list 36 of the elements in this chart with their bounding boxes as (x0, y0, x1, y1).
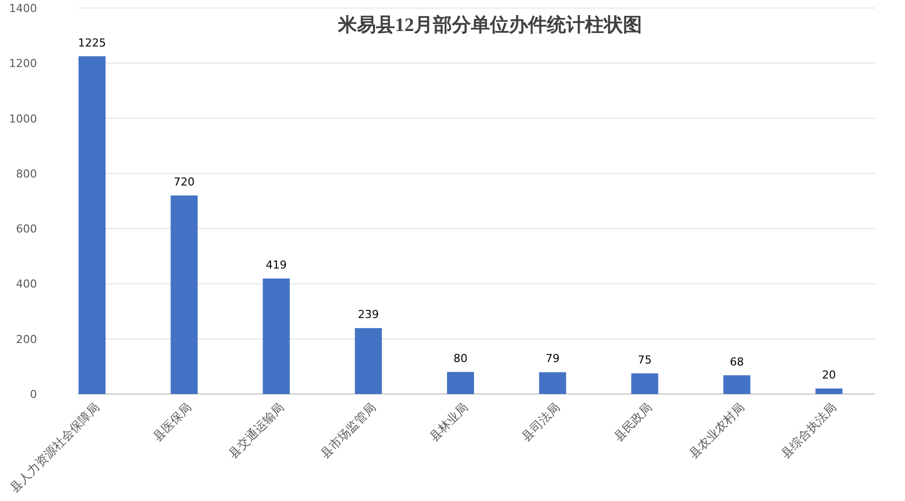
bar (354, 328, 382, 394)
x-tick-label: 县医保局 (150, 400, 194, 444)
y-tick-label: 1200 (9, 57, 37, 70)
chart-title: 米易县12月部分单位办件统计柱状图 (337, 14, 642, 36)
x-tick-label: 县综合执法局 (778, 400, 840, 462)
data-label: 239 (358, 308, 379, 322)
bar (539, 372, 566, 394)
bar (447, 372, 474, 394)
bar (262, 278, 290, 394)
y-tick-label: 400 (16, 278, 37, 291)
y-tick-label: 1400 (9, 2, 37, 15)
bar (78, 56, 106, 394)
x-tick-label: 县司法局 (518, 400, 563, 444)
y-tick-label: 800 (16, 167, 37, 180)
bar (723, 375, 750, 394)
bar (631, 373, 658, 394)
bar (815, 388, 842, 394)
y-tick-label: 1000 (9, 112, 37, 126)
y-tick-label: 600 (16, 222, 37, 236)
data-label: 419 (266, 258, 287, 272)
x-tick-label: 县民政局 (611, 400, 655, 444)
y-tick-label: 200 (16, 332, 37, 346)
data-label: 720 (174, 175, 195, 188)
y-tick-label: 0 (30, 388, 37, 401)
x-tick-label: 县林业局 (426, 400, 471, 444)
x-tick-label: 县交通运输局 (226, 400, 286, 462)
data-label: 80 (454, 352, 468, 365)
x-tick-label: 县市场监管局 (318, 400, 379, 462)
data-label: 1225 (78, 36, 106, 50)
data-label: 20 (822, 368, 836, 382)
x-tick-label: 县农业农村局 (686, 400, 747, 462)
data-label: 68 (730, 355, 744, 368)
data-label: 79 (546, 352, 560, 366)
data-label: 75 (638, 353, 652, 366)
x-tick-label: 县人力资源社会保障局 (7, 400, 102, 495)
bar (170, 195, 198, 394)
